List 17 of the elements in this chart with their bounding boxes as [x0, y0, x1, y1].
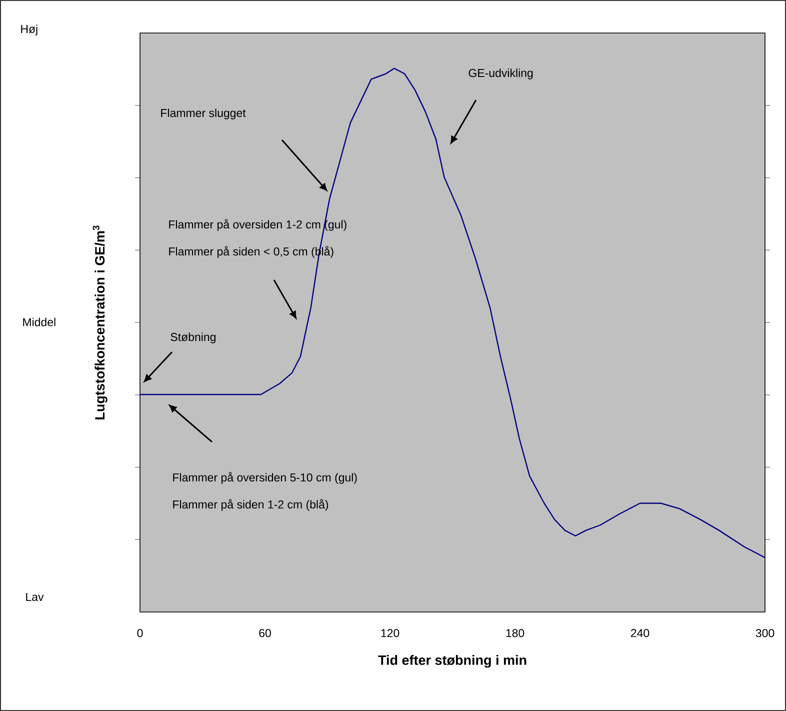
x-tick-label: 60 — [259, 629, 271, 638]
x-axis-title: Tid efter støbning i min — [378, 655, 526, 668]
x-tick-label: 300 — [756, 629, 774, 638]
annotation: Flammer slugget — [161, 108, 246, 120]
annotation: Støbning — [170, 332, 216, 344]
annotation: Flammer på oversiden 1-2 cm (gul) — [169, 219, 346, 231]
annotation: Flammer på oversiden 5-10 cm (gul) — [173, 472, 357, 484]
x-tick-label: 120 — [381, 629, 400, 638]
x-tick-label: 240 — [630, 629, 650, 638]
annotation: Flammer på siden 1-2 cm (blå) — [173, 499, 328, 511]
text: Høj — [21, 24, 38, 36]
annotation: GE-udvikling — [468, 68, 533, 80]
x-tick-label: 0 — [137, 629, 143, 638]
y-axis-title: Lugtstofkoncentration i GE/m$^{3}$ — [92, 226, 108, 420]
text: Lav — [26, 592, 44, 601]
text: Middel — [23, 318, 56, 326]
x-tick-label: 180 — [506, 629, 524, 638]
